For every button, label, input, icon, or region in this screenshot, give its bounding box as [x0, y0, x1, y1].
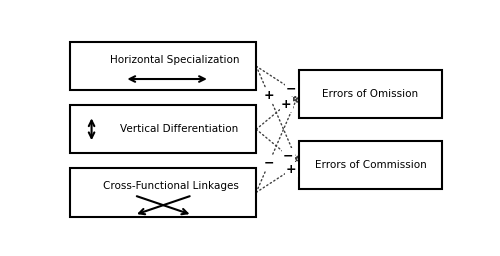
Text: −: − — [286, 82, 296, 95]
Text: −: − — [264, 156, 274, 169]
Text: Vertical Differentiation: Vertical Differentiation — [120, 124, 238, 134]
Text: Errors of Commission: Errors of Commission — [314, 160, 426, 170]
Bar — [70, 42, 256, 90]
Text: +: + — [281, 98, 291, 111]
Text: Cross-Functional Linkages: Cross-Functional Linkages — [103, 182, 239, 191]
Text: +: + — [286, 163, 296, 176]
Bar — [70, 168, 256, 217]
Text: −: − — [283, 150, 294, 162]
Text: Errors of Omission: Errors of Omission — [322, 89, 418, 99]
Bar — [299, 141, 442, 189]
Bar — [299, 70, 442, 118]
Bar — [70, 105, 256, 153]
Text: +: + — [264, 89, 274, 102]
Text: Horizontal Specialization: Horizontal Specialization — [110, 55, 240, 65]
